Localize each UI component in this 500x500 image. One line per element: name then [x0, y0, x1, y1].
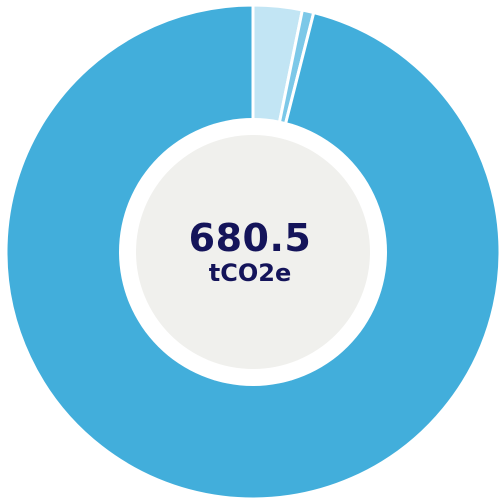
center-disc — [136, 135, 370, 369]
donut-slices — [4, 3, 500, 500]
